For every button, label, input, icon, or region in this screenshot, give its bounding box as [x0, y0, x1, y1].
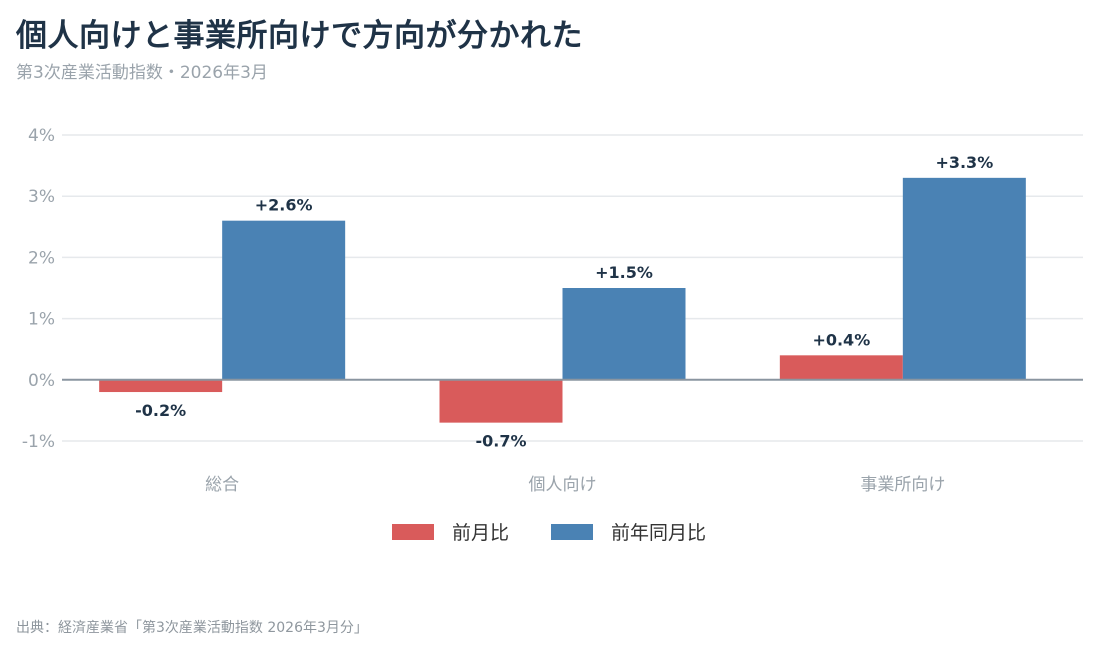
legend-label-mom: 前月比 [451, 522, 509, 544]
y-tick-label: -1% [22, 432, 55, 452]
y-tick-label: 4% [28, 126, 55, 146]
data-label: +1.5% [595, 263, 653, 282]
legend-item-mom: 前月比 [391, 518, 509, 545]
legend-swatch-mom [391, 523, 434, 540]
bar [779, 355, 903, 380]
data-label: +3.3% [935, 153, 993, 172]
x-tick-label: 事業所向け [860, 475, 945, 495]
chart-title: 個人向けと事業所向けで方向が分かれた [16, 18, 583, 54]
legend-label-yoy: 前年同月比 [611, 522, 707, 544]
y-tick-label: 1% [28, 310, 55, 330]
bar [902, 177, 1026, 380]
x-tick-label: 個人向け [529, 475, 597, 495]
legend-swatch-yoy [551, 523, 593, 540]
data-label: +2.6% [255, 196, 313, 215]
legend: 前月比 前年同月比 [0, 518, 1098, 545]
bar [439, 379, 563, 423]
legend-item-yoy: 前年同月比 [551, 518, 706, 545]
chart-subtitle: 第3次産業活動指数・2026年3月 [16, 63, 268, 83]
bar [222, 220, 346, 380]
data-label: -0.2% [135, 401, 186, 420]
data-label: -0.7% [475, 432, 526, 451]
bar [562, 288, 686, 380]
y-tick-label: 2% [28, 248, 55, 268]
bar [99, 379, 223, 393]
y-tick-label: 3% [28, 187, 55, 207]
y-tick-label: 0% [28, 371, 55, 391]
data-label: +0.4% [812, 330, 870, 349]
x-tick-label: 総合 [205, 475, 239, 495]
source-note: 出典：経済産業省「第3次産業活動指数 2026年3月分」 [16, 620, 368, 636]
